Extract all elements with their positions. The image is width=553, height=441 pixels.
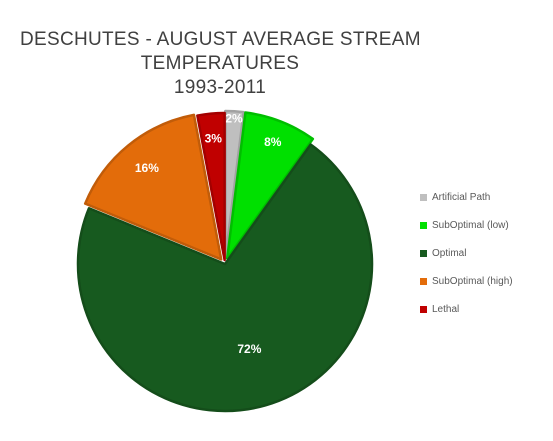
legend-item: SubOptimal (high) — [420, 272, 513, 290]
chart-title-line-3: 1993-2011 — [173, 77, 267, 98]
legend-item: Artificial Path — [420, 188, 513, 206]
chart-title: DESCHUTES - AUGUST AVERAGE STREAM TEMPER… — [20, 28, 421, 100]
data-label-optimal: 72% — [237, 342, 261, 356]
legend-swatch — [420, 249, 427, 257]
legend-swatch — [420, 221, 427, 229]
data-label-artificial-path: 2% — [225, 112, 243, 126]
legend-item: Lethal — [420, 300, 513, 318]
legend-swatch — [420, 193, 427, 201]
legend-swatch — [420, 305, 427, 313]
legend-swatch — [420, 277, 427, 285]
pie-slice-optimal — [76, 143, 374, 413]
chart-title-line-1: DESCHUTES - AUGUST AVERAGE STREAM — [20, 29, 421, 50]
legend-item: Optimal — [420, 244, 513, 262]
pie-slice-artificial-path — [224, 109, 245, 260]
pie-slice-suboptimal-high — [83, 113, 223, 261]
pie-slice-suboptimal-low — [225, 111, 315, 260]
data-label-lethal: 3% — [205, 132, 223, 146]
legend-label: Optimal — [432, 247, 467, 259]
legend-label: SubOptimal (low) — [432, 219, 509, 231]
pie-slice-lethal — [196, 111, 226, 262]
legend-label: Artificial Path — [432, 191, 491, 203]
data-label-suboptimal-high: 16% — [135, 161, 159, 175]
legend-item: SubOptimal (low) — [420, 216, 513, 234]
legend-label: Lethal — [432, 303, 460, 315]
data-label-suboptimal-low: 8% — [264, 135, 282, 149]
legend: Artificial Path SubOptimal (low) Optimal Su… — [420, 188, 513, 328]
legend-label: SubOptimal (high) — [432, 275, 513, 287]
chart-title-line-2: TEMPERATURES — [140, 53, 300, 74]
